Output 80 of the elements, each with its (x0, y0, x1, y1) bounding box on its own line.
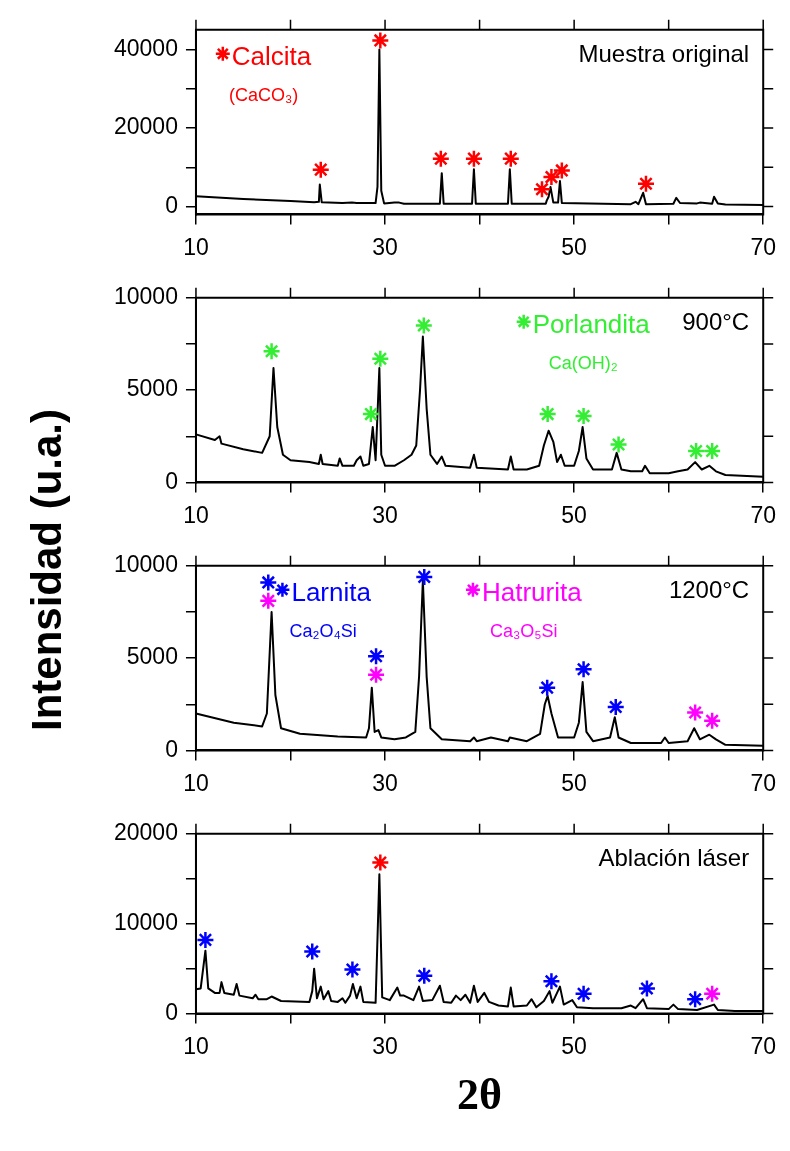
point (609, 435, 628, 454)
legend-label: Hatrurita (481, 576, 583, 607)
point (302, 942, 322, 961)
y-tick-label: 40000 (113, 34, 178, 61)
x-axis-title: 2θ (457, 1069, 503, 1119)
y-tick-label: 0 (165, 467, 178, 494)
point (371, 349, 390, 368)
legend-label: Calcita (231, 40, 312, 71)
annotation: (CaCO₃) (228, 84, 299, 105)
annotation: Ca₂O₄Si (289, 620, 357, 641)
point (702, 984, 722, 1004)
point (366, 665, 386, 684)
point (361, 404, 381, 424)
y-tick-label: 5000 (126, 643, 178, 670)
x-tick-label: 50 (561, 769, 587, 796)
point (702, 711, 722, 731)
x-tick-label: 50 (561, 501, 587, 528)
point (542, 971, 561, 991)
annotation: 900°C (682, 308, 750, 336)
point (685, 703, 705, 722)
x-tick-label: 70 (750, 233, 777, 260)
point (501, 149, 521, 168)
legend-label: Larnita (291, 576, 372, 607)
point (574, 406, 593, 426)
point (366, 647, 386, 666)
point (574, 659, 593, 679)
point (606, 697, 625, 717)
annotation: Ablación láser (598, 844, 750, 872)
annotation: Ca(OH)₂ (548, 352, 618, 373)
legend-label: Porlandita (532, 308, 651, 339)
y-tick-label: 10000 (113, 909, 178, 936)
point (637, 979, 657, 998)
x-tick-label: 30 (372, 501, 398, 528)
point (702, 441, 722, 461)
x-tick-label: 10 (183, 501, 209, 528)
point (371, 853, 390, 872)
x-tick-label: 50 (561, 233, 587, 260)
x-tick-label: 10 (183, 1032, 209, 1059)
y-tick-label: 20000 (113, 819, 178, 846)
x-tick-label: 50 (561, 1032, 587, 1059)
x-tick-label: 70 (750, 769, 777, 796)
annotation: Muestra original (578, 40, 750, 68)
x-tick-label: 70 (750, 501, 777, 528)
point (537, 678, 557, 697)
point (196, 930, 215, 950)
y-tick-label: 0 (165, 191, 178, 218)
point (343, 960, 362, 979)
y-tick-label: 10000 (113, 551, 178, 578)
y-tick-label: 10000 (113, 283, 178, 310)
point (259, 591, 278, 611)
point (686, 441, 706, 461)
point (259, 573, 278, 592)
x-tick-label: 10 (183, 769, 209, 796)
point (262, 342, 281, 361)
y-tick-label: 20000 (113, 113, 178, 140)
x-tick-label: 30 (372, 1032, 398, 1059)
point (636, 174, 656, 194)
y-tick-label: 5000 (126, 375, 178, 402)
point (542, 167, 561, 187)
y-tick-label: 0 (165, 998, 178, 1025)
point (538, 404, 557, 424)
point (371, 31, 390, 50)
x-tick-label: 10 (183, 233, 209, 260)
y-tick-label: 0 (165, 735, 178, 762)
point (415, 567, 434, 587)
x-tick-label: 30 (372, 769, 398, 796)
point (464, 149, 484, 168)
point (574, 984, 593, 1004)
point (431, 149, 451, 168)
y-axis-title: Intensidad (u.a.) (23, 408, 71, 731)
x-tick-label: 70 (750, 1032, 777, 1059)
point (685, 989, 705, 1009)
point (311, 160, 330, 179)
annotation: Ca₃O₅Si (489, 620, 558, 641)
point (414, 316, 434, 335)
x-tick-label: 30 (372, 233, 398, 260)
point (532, 180, 552, 199)
point (415, 966, 434, 986)
point (552, 161, 572, 180)
annotation: 1200°C (668, 576, 750, 604)
